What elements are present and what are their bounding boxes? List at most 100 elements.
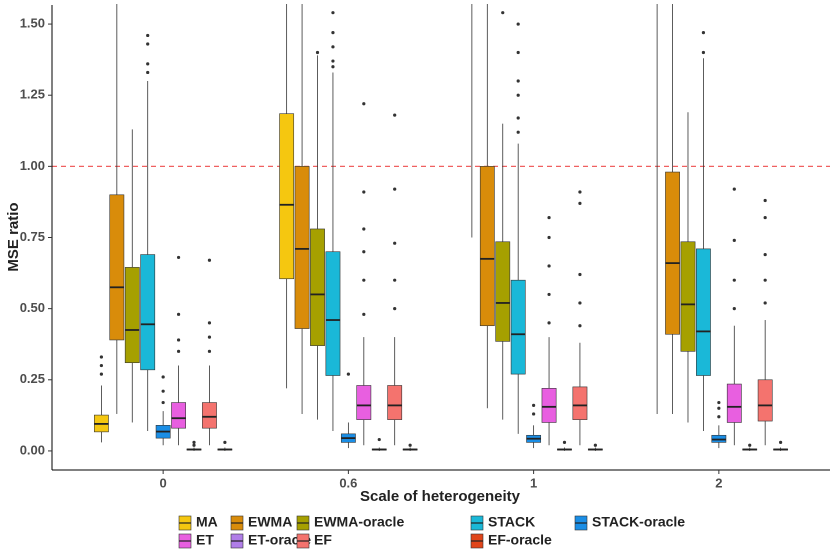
- outlier: [732, 307, 736, 311]
- outlier: [393, 113, 397, 117]
- outlier: [393, 307, 397, 311]
- axes: 0.00 0.25 0.50 0.75 1.00 1.25 1.50 0 0.6 1 2: [20, 5, 830, 490]
- box: [680, 241, 696, 352]
- outlier: [99, 355, 103, 359]
- outlier: [192, 440, 196, 444]
- box: [696, 248, 711, 376]
- box: [572, 386, 588, 420]
- outlier: [593, 443, 597, 447]
- legend-label: STACK: [488, 514, 535, 530]
- outlier: [99, 372, 103, 376]
- legend-label: ET: [196, 532, 214, 548]
- outlier: [779, 440, 783, 444]
- outlier: [732, 278, 736, 282]
- legend-label: EWMA: [248, 514, 292, 530]
- legend-label: EWMA-oracle: [314, 514, 404, 530]
- outlier: [763, 278, 767, 282]
- box: [726, 383, 742, 423]
- legend-label: STACK-oracle: [592, 514, 685, 530]
- outlier: [516, 79, 520, 83]
- outlier: [315, 50, 320, 55]
- outlier: [547, 264, 551, 268]
- outlier: [377, 437, 381, 442]
- outlier: [146, 33, 150, 38]
- box: [356, 385, 372, 420]
- outlier: [393, 187, 397, 191]
- box: [479, 166, 495, 327]
- y-axis-title: MSE ratio: [5, 202, 22, 271]
- outlier: [207, 349, 212, 353]
- outlier: [578, 272, 582, 277]
- x-tick-label: 1: [530, 475, 537, 490]
- box: [665, 171, 680, 335]
- outlier: [161, 375, 165, 379]
- outlier: [532, 403, 536, 408]
- legend-label: EF: [314, 532, 332, 548]
- outlier: [331, 45, 335, 49]
- y-tick-label: 1.50: [20, 16, 45, 31]
- box: [109, 194, 125, 341]
- outlier: [362, 312, 366, 316]
- outlier: [578, 190, 582, 194]
- outlier: [717, 406, 721, 410]
- legend-label: ET-oracle: [248, 532, 311, 548]
- outlier: [161, 389, 165, 393]
- y-tick-label: 0.75: [20, 229, 45, 244]
- outlier: [207, 321, 212, 325]
- outlier: [146, 70, 150, 75]
- outlier: [732, 238, 736, 242]
- outlier: [578, 201, 582, 205]
- y-tick-label: 0.50: [20, 300, 45, 315]
- outlier: [331, 65, 335, 69]
- outlier: [393, 278, 397, 282]
- outlier: [516, 22, 520, 26]
- outlier: [362, 227, 366, 231]
- outlier: [547, 215, 551, 220]
- outlier: [393, 241, 397, 245]
- box: [140, 254, 156, 371]
- outlier: [516, 93, 520, 97]
- legend-label: EF-oracle: [488, 532, 552, 548]
- outlier: [516, 130, 520, 134]
- outlier: [346, 372, 350, 376]
- outlier: [701, 50, 706, 55]
- outlier: [146, 42, 150, 46]
- outlier: [763, 301, 767, 305]
- plot-area: [52, 4, 830, 451]
- outlier: [516, 50, 520, 55]
- outlier: [207, 335, 212, 339]
- outlier: [176, 255, 181, 260]
- outlier: [578, 301, 582, 305]
- x-tick-label: 2: [715, 475, 722, 490]
- outlier: [516, 116, 520, 120]
- box: [294, 166, 310, 329]
- x-tick-label: 0.6: [339, 475, 357, 490]
- box: [387, 385, 403, 420]
- outlier: [532, 412, 536, 416]
- box: [325, 251, 341, 376]
- y-tick-label: 0.00: [20, 442, 45, 457]
- y-tick-label: 1.25: [20, 87, 45, 102]
- y-tick-label: 1.00: [20, 158, 45, 173]
- outlier: [501, 11, 505, 15]
- legend: MA EWMA EWMA-oracle STACK STACK-oracle ET ET-o…: [178, 514, 685, 549]
- box: [541, 388, 557, 423]
- box: [124, 267, 140, 364]
- outlier: [331, 59, 335, 63]
- outlier: [408, 443, 412, 447]
- x-axis-title: Scale of heterogeneity: [360, 488, 521, 505]
- outlier: [547, 235, 551, 240]
- outlier: [732, 187, 736, 191]
- outlier: [763, 215, 767, 220]
- outlier: [223, 440, 227, 444]
- outlier: [331, 11, 335, 15]
- box: [171, 402, 186, 429]
- box: [202, 402, 217, 429]
- outlier: [161, 400, 165, 405]
- outlier: [701, 31, 706, 35]
- outlier: [562, 440, 567, 444]
- outlier: [146, 62, 150, 66]
- outlier: [176, 338, 181, 342]
- outlier: [717, 415, 721, 419]
